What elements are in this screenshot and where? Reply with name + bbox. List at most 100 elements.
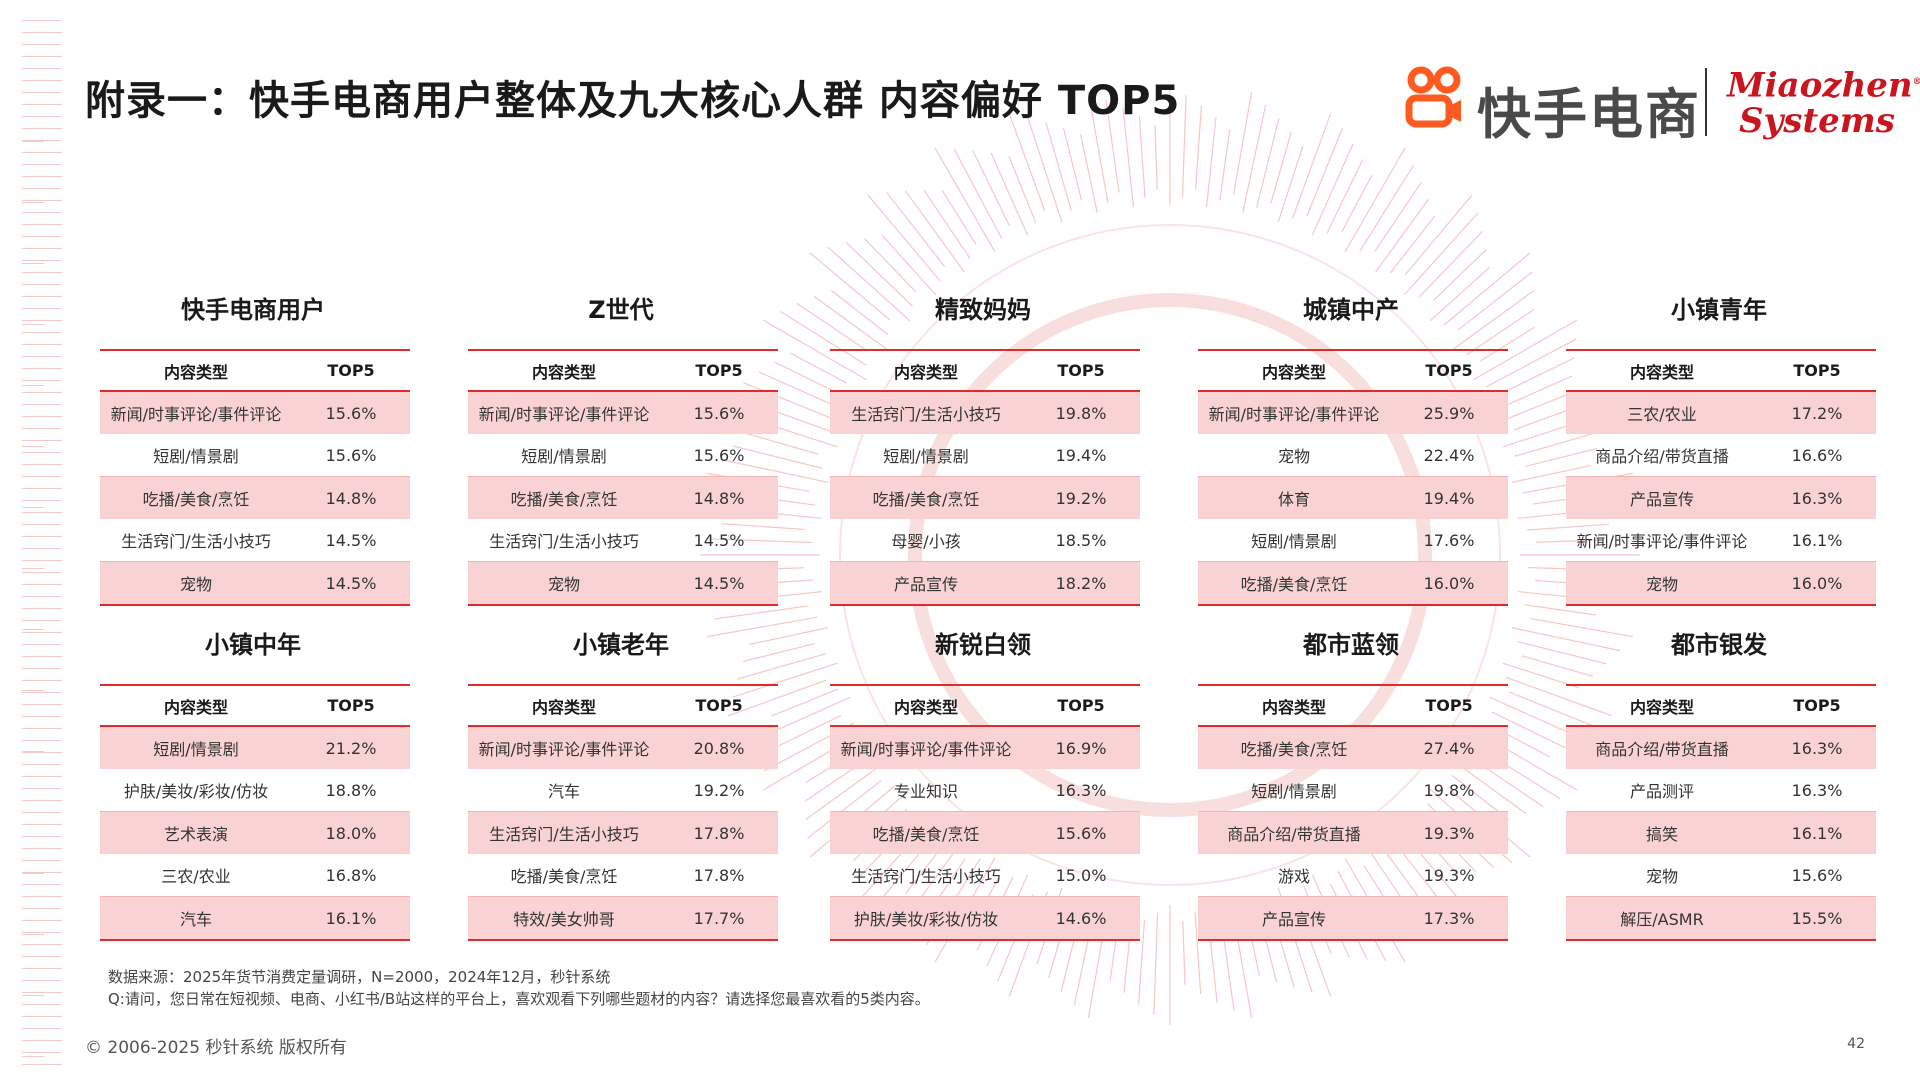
- content-type-cell: 生活窍门/生活小技巧: [121, 532, 271, 551]
- table-row: 产品宣传 16.3%: [1566, 476, 1876, 519]
- table-row: 三农/农业 16.8%: [100, 854, 410, 897]
- column-header-type: 内容类型: [531, 697, 596, 717]
- content-type-cell: 游戏: [1277, 867, 1310, 886]
- content-type-cell: 短剧/情景剧: [1251, 532, 1337, 551]
- percentage-cell: 16.0%: [1758, 561, 1876, 605]
- percentage-cell: 16.1%: [1791, 530, 1843, 550]
- table-row: 短剧/情景剧 19.4%: [830, 434, 1140, 477]
- column-header-type: 内容类型: [1629, 697, 1694, 717]
- percentage-cell: 19.4%: [1055, 445, 1107, 465]
- segment-panel: Z世代 内容类型 TOP5 新闻/时事评论/事件评论 15.6% 短剧/情景剧 15.6% 吃…: [468, 293, 778, 606]
- segment-panel: 快手电商用户 内容类型 TOP5 新闻/时事评论/事件评论 15.6% 短剧/情景剧 15.…: [100, 293, 410, 606]
- table-header: 内容类型 TOP5: [468, 350, 778, 391]
- table-row: 解压/ASMR 15.5%: [1566, 896, 1876, 940]
- content-type-cell: 吃播/美食/烹饪: [100, 476, 292, 519]
- percentage-cell: 16.0%: [1390, 561, 1508, 605]
- column-header-type: 内容类型: [163, 697, 228, 717]
- content-type-cell: 商品介绍/带货直播: [1566, 726, 1758, 769]
- table-row: 专业知识 16.3%: [830, 769, 1140, 812]
- copyright: © 2006-2025 秒针系统 版权所有: [85, 1038, 347, 1058]
- content-type-cell: 专业知识: [893, 782, 958, 801]
- table-row: 宠物 22.4%: [1198, 434, 1508, 477]
- table-header: 内容类型 TOP5: [1198, 685, 1508, 726]
- content-type-cell: 新闻/时事评论/事件评论: [100, 391, 292, 434]
- table-row: 汽车 19.2%: [468, 769, 778, 812]
- column-header-top5: TOP5: [327, 696, 375, 715]
- segment-panel: 城镇中产内容类型 TOP5 新闻/时事评论/事件评论 25.9% 宠物 22.4% 体育 19…: [1198, 293, 1508, 606]
- content-type-cell: 汽车: [547, 782, 580, 801]
- segment-title: 新锐白领: [935, 631, 1031, 659]
- table-row: 艺术表演 18.0%: [100, 811, 410, 854]
- percentage-cell: 14.5%: [292, 561, 410, 605]
- segment-title: 小镇老年: [573, 631, 669, 659]
- segment-title: 城镇中产: [1303, 296, 1399, 324]
- percentage-cell: 16.8%: [325, 865, 377, 885]
- content-type-cell: 产品宣传: [1566, 476, 1758, 519]
- percentage-cell: 16.6%: [1791, 445, 1843, 465]
- percentage-cell: 16.3%: [1758, 476, 1876, 519]
- table-row: 新闻/时事评论/事件评论 20.8%: [468, 726, 778, 769]
- logo-divider: [1705, 68, 1707, 136]
- page-number: 42: [1847, 1036, 1865, 1052]
- registered-mark: ®: [1913, 77, 1920, 87]
- table-row: 吃播/美食/烹饪 19.2%: [830, 476, 1140, 519]
- percentage-cell: 16.3%: [1055, 780, 1107, 800]
- content-type-cell: 新闻/时事评论/事件评论: [1198, 391, 1390, 434]
- decorative-ruler: [22, 20, 62, 1070]
- column-header-top5: TOP5: [1057, 361, 1105, 380]
- percentage-cell: 15.6%: [292, 391, 410, 434]
- footnote-source: 数据来源：2025年货节消费定量调研，N=2000，2024年12月，秒针系统: [108, 968, 611, 986]
- percentage-cell: 19.4%: [1390, 476, 1508, 519]
- segment-panel: 小镇青年 内容类型 TOP5 三农/农业 17.2% 商品介绍/带货直播 16.6% 产品宣传…: [1566, 293, 1876, 606]
- segment-title: 都市银发: [1671, 631, 1767, 659]
- content-type-cell: 吃播/美食/烹饪: [830, 811, 1022, 854]
- column-header-type: 内容类型: [1261, 697, 1326, 717]
- content-type-cell: 短剧/情景剧: [100, 726, 292, 769]
- miaozhen-logo-line1: Miaozhen: [1727, 65, 1913, 106]
- percentage-cell: 15.0%: [1055, 865, 1107, 885]
- content-type-cell: 解压/ASMR: [1566, 896, 1758, 940]
- segment-title: 小镇中年: [205, 631, 301, 659]
- table-row: 短剧/情景剧 15.6%: [100, 434, 410, 477]
- table-row: 汽车 16.1%: [100, 896, 410, 940]
- content-type-cell: 三农/农业: [1566, 391, 1758, 434]
- table-row: 短剧/情景剧 17.6%: [1198, 519, 1508, 562]
- percentage-cell: 15.5%: [1758, 896, 1876, 940]
- table-header: 内容类型 TOP5: [830, 685, 1140, 726]
- content-type-cell: 宠物: [1566, 561, 1758, 605]
- table-header: 内容类型 TOP5: [1198, 350, 1508, 391]
- table-row: 吃播/美食/烹饪 17.8%: [468, 854, 778, 897]
- miaozhen-logo: Miaozhen® Systems: [1727, 64, 1920, 139]
- column-header-type: 内容类型: [531, 362, 596, 382]
- table-row: 商品介绍/带货直播 16.6%: [1566, 434, 1876, 477]
- kuaishou-brand-text: 快手电商: [1477, 83, 1701, 146]
- percentage-cell: 16.3%: [1758, 726, 1876, 769]
- percentage-cell: 19.8%: [1022, 391, 1140, 434]
- content-type-cell: 艺术表演: [100, 811, 292, 854]
- table-header: 内容类型 TOP5: [1566, 685, 1876, 726]
- logo-area: 快手电商 Miaozhen® Systems: [1405, 62, 1920, 146]
- percentage-cell: 16.9%: [1022, 726, 1140, 769]
- table-row: 宠物 14.5%: [100, 561, 410, 605]
- table-row: 产品测评 16.3%: [1566, 769, 1876, 812]
- table-row: 新闻/时事评论/事件评论 25.9%: [1198, 391, 1508, 434]
- percentage-cell: 14.8%: [660, 476, 778, 519]
- percentage-cell: 17.2%: [1758, 391, 1876, 434]
- column-header-top5: TOP5: [1793, 696, 1841, 715]
- content-type-cell: 搞笑: [1566, 811, 1758, 854]
- decorative-radial-lines: [700, 85, 1640, 1025]
- table-row: 新闻/时事评论/事件评论 15.6%: [468, 391, 778, 434]
- segment-panel: 小镇老年 内容类型 TOP5 新闻/时事评论/事件评论 20.8% 汽车 19.2% 生活窍门…: [468, 628, 778, 941]
- content-type-cell: 特效/美女帅哥: [468, 896, 660, 940]
- content-type-cell: 新闻/时事评论/事件评论: [1576, 532, 1748, 551]
- content-type-cell: 汽车: [100, 896, 292, 940]
- content-type-cell: 生活窍门/生活小技巧: [851, 867, 1001, 886]
- content-type-cell: 体育: [1198, 476, 1390, 519]
- percentage-cell: 19.3%: [1423, 865, 1475, 885]
- column-header-type: 内容类型: [163, 362, 228, 382]
- segment-table: 内容类型 TOP5 短剧/情景剧 21.2% 护肤/美妆/彩妆/仿妆 18.8% 艺术表演 1…: [100, 684, 410, 941]
- content-type-cell: 宠物: [100, 561, 292, 605]
- content-type-cell: 吃播/美食/烹饪: [830, 476, 1022, 519]
- percentage-cell: 14.6%: [1022, 896, 1140, 940]
- segment-table: 内容类型 TOP5 新闻/时事评论/事件评论 15.6% 短剧/情景剧 15.6% 吃播/美…: [100, 349, 410, 606]
